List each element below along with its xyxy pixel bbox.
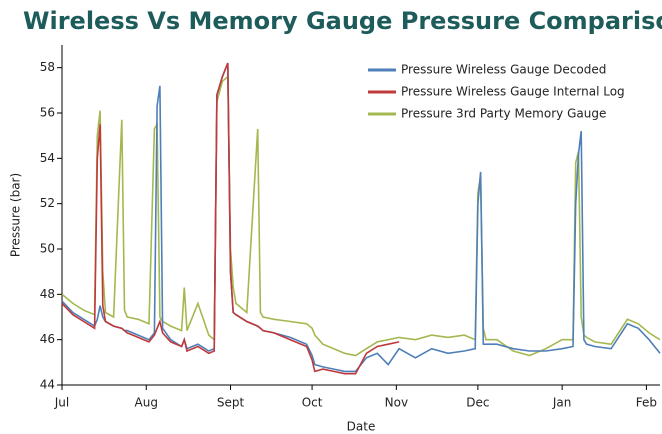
y-axis-label: Pressure (bar) [9,173,23,257]
x-tick-label: Oct [302,396,323,410]
y-tick-label: 54 [40,151,55,165]
x-tick-label: Sept [217,396,245,410]
legend-label: Pressure Wireless Gauge Internal Log [401,85,625,99]
series-line [61,74,661,357]
y-tick-label: 50 [40,242,55,256]
y-tick-label: 58 [40,60,55,74]
x-tick-label: Dec [466,396,489,410]
y-tick-label: 56 [40,106,55,120]
y-tick-label: 48 [40,287,55,301]
series-line [61,62,400,375]
legend-label: Pressure 3rd Party Memory Gauge [401,107,606,121]
x-tick-label: Jul [54,396,69,410]
chart-title: Wireless Vs Memory Gauge Pressure Compar… [23,7,662,35]
legend-label: Pressure Wireless Gauge Decoded [401,63,606,77]
y-tick-label: 52 [40,196,55,210]
series-line [61,62,661,373]
x-axis-label: Date [347,420,376,434]
y-tick-label: 44 [40,378,55,392]
x-tick-label: Jan [552,396,572,410]
y-tick-label: 46 [40,332,55,346]
x-tick-label: Aug [135,396,158,410]
x-tick-label: Feb [636,396,657,410]
x-tick-label: Nov [385,396,408,410]
